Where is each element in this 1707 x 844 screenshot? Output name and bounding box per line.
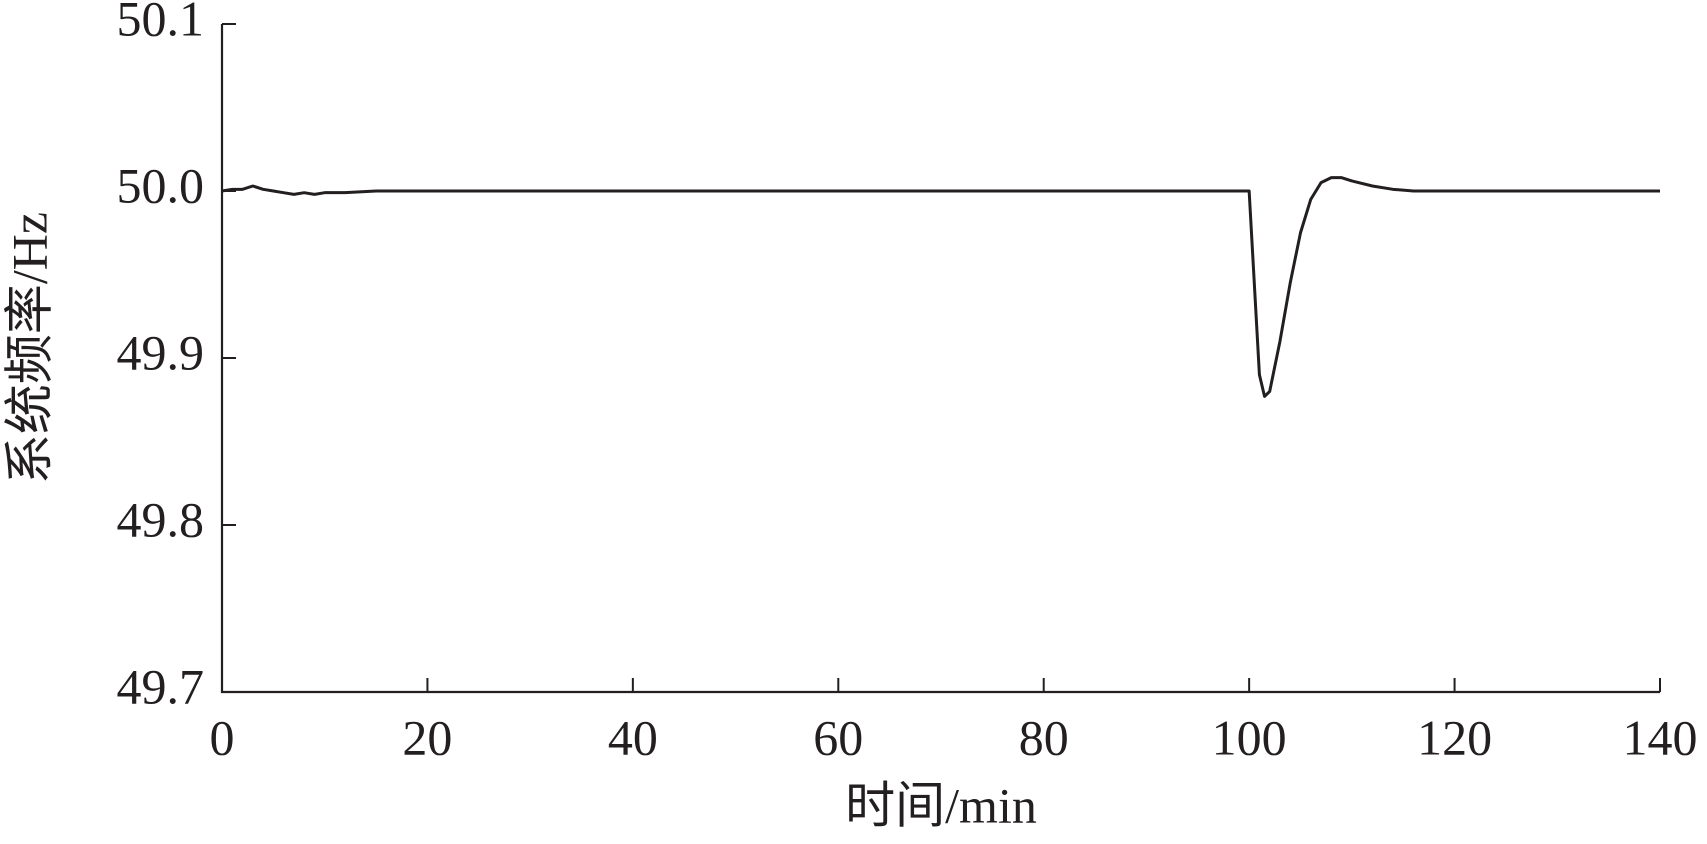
x-tick-label: 100 xyxy=(1212,709,1287,765)
x-tick-label: 120 xyxy=(1417,709,1492,765)
x-tick-label: 40 xyxy=(608,709,658,765)
x-tick-label: 140 xyxy=(1623,709,1698,765)
x-axis-title: 时间/min xyxy=(845,777,1037,833)
y-tick-label: 50.1 xyxy=(117,0,205,46)
y-axis-title: 系统频率/Hz xyxy=(1,212,57,484)
x-tick-label: 0 xyxy=(210,709,235,765)
data-line xyxy=(221,176,1660,398)
x-tick-label: 60 xyxy=(813,709,863,765)
x-tick-label: 20 xyxy=(402,709,452,765)
y-tick-label: 49.9 xyxy=(117,324,205,380)
y-tick-label: 50.0 xyxy=(117,157,205,213)
y-tick-label: 49.7 xyxy=(117,658,205,714)
y-tick-label: 49.8 xyxy=(117,491,205,547)
x-tick-label: 80 xyxy=(1019,709,1069,765)
